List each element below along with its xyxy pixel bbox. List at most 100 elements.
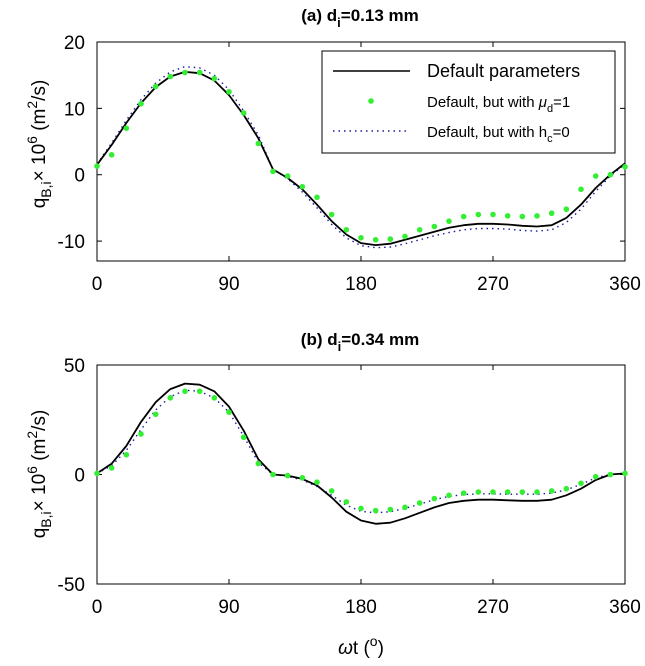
data-point: [490, 211, 496, 218]
y-tick-label: 50: [64, 356, 85, 377]
data-point: [314, 194, 320, 201]
x-tick-label: 360: [609, 597, 641, 618]
data-point: [563, 485, 570, 492]
data-point: [211, 395, 218, 401]
data-point: [226, 88, 232, 95]
data-point: [431, 495, 438, 502]
data-point: [446, 218, 452, 224]
panel-b: (b) di=0.34 mm qB,i× 106 (m2/s) 0 90 180 27…: [24, 330, 641, 659]
data-point: [578, 186, 584, 193]
panel-a-legend: Default parameters Default, but with μd=…: [321, 50, 616, 154]
panel-a-ylabel: qB,i× 106 (m2/s): [24, 80, 54, 209]
data-point: [123, 125, 130, 132]
data-point: [167, 73, 174, 80]
data-point: [460, 490, 467, 496]
series-line-default: [96, 382, 626, 525]
data-point: [108, 465, 115, 471]
data-point: [592, 173, 599, 179]
data-point: [182, 69, 188, 76]
data-point: [343, 227, 350, 233]
panel-a-x-ticks: 0 90 180 270 360: [92, 42, 641, 295]
y-tick-label: 20: [64, 33, 85, 54]
x-tick-label: 270: [477, 274, 509, 295]
data-point: [387, 236, 394, 242]
data-point: [504, 489, 511, 495]
data-point: [255, 140, 262, 147]
x-tick-label: 180: [345, 597, 377, 618]
data-point: [475, 211, 482, 218]
panel-a-title: (a) di=0.13 mm: [301, 6, 419, 30]
data-point: [387, 506, 394, 513]
legend-label-hc: Default, but with hc=0: [427, 124, 570, 145]
data-point: [152, 411, 159, 418]
data-point: [226, 409, 232, 415]
data-point: [196, 69, 203, 76]
legend-marker-mud: [368, 98, 374, 104]
data-point: [548, 210, 555, 217]
data-point: [519, 213, 526, 220]
data-point: [607, 171, 614, 178]
data-point: [519, 489, 526, 495]
data-point: [548, 488, 555, 494]
data-point: [372, 236, 379, 243]
y-tick-label: 0: [74, 166, 85, 187]
y-tick-label: 0: [74, 466, 85, 487]
x-tick-label: 270: [477, 597, 509, 618]
data-point: [607, 471, 614, 478]
data-point: [196, 388, 203, 395]
data-point: [240, 434, 247, 441]
data-point: [138, 100, 144, 107]
panel-b-title: (b) di=0.34 mm: [301, 330, 419, 354]
x-tick-label: 90: [218, 597, 239, 618]
data-point: [284, 472, 291, 479]
data-point: [416, 500, 423, 506]
data-point: [94, 163, 100, 169]
data-point: [372, 507, 379, 514]
data-point: [446, 492, 452, 499]
data-point: [622, 163, 628, 170]
legend-label-default: Default parameters: [427, 61, 580, 81]
x-tick-label: 90: [218, 274, 239, 295]
panel-a: (a) di=0.13 mm qB,i× 106 (m2/s) 0 90 180 27…: [24, 6, 641, 295]
y-tick-label: 10: [64, 99, 85, 120]
panel-b-y-ticks: -50 0 50: [58, 356, 625, 596]
data-point: [94, 470, 100, 477]
data-point: [138, 431, 144, 437]
panel-b-x-ticks: 0 90 180 270 360: [92, 365, 641, 618]
data-point: [402, 233, 408, 240]
y-tick-label: -10: [58, 232, 85, 253]
data-point: [270, 168, 276, 175]
panel-a-y-ticks: -10 0 10 20: [58, 33, 625, 253]
x-tick-label: 180: [345, 274, 377, 295]
data-point: [123, 451, 130, 458]
data-point: [416, 227, 423, 233]
data-point: [460, 213, 467, 220]
data-point: [563, 206, 570, 213]
x-tick-label: 360: [609, 274, 641, 295]
data-point: [504, 213, 511, 219]
data-point: [490, 489, 496, 495]
data-point: [299, 474, 306, 481]
legend-label-mud: Default, but with μd=1: [427, 94, 570, 115]
data-point: [152, 83, 159, 90]
data-point: [284, 173, 291, 179]
data-point: [431, 223, 438, 230]
data-point: [534, 489, 540, 495]
data-point: [314, 479, 320, 485]
panel-b-series: [94, 382, 628, 525]
panel-a-series: [94, 65, 628, 249]
data-point: [475, 489, 482, 495]
data-point: [343, 499, 350, 505]
panel-b-ylabel: qB,i× 106 (m2/s): [24, 410, 54, 539]
data-point: [402, 504, 408, 511]
data-point: [299, 183, 306, 190]
x-tick-label: 0: [92, 597, 103, 618]
data-point: [592, 473, 599, 480]
data-point: [328, 211, 335, 218]
data-point: [358, 505, 364, 512]
data-point: [240, 110, 247, 116]
y-tick-label: -50: [58, 575, 85, 596]
data-point: [255, 460, 262, 467]
data-point: [182, 388, 188, 395]
